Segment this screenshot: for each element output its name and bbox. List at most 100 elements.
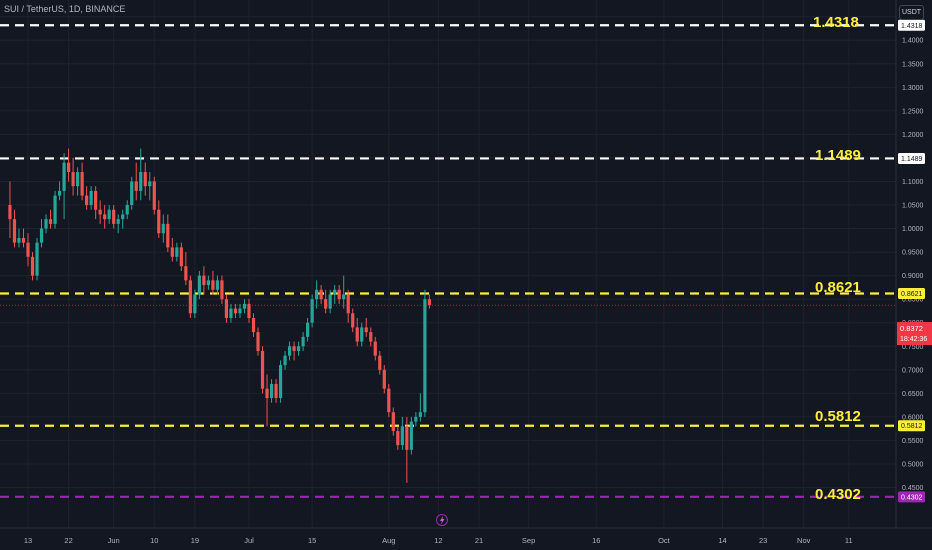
level-tag-bg <box>898 420 925 432</box>
candle-body <box>315 289 319 300</box>
candle-body <box>364 327 368 333</box>
event-marker[interactable] <box>436 514 448 526</box>
candle-body <box>188 280 192 314</box>
candle-body <box>278 365 283 399</box>
candle-body <box>193 294 197 314</box>
level-tag-text: 1.4318 <box>901 23 923 30</box>
price-tick-label: 0.7500 <box>902 344 924 351</box>
candle-body <box>66 162 71 173</box>
level-label-0-8621: 0.8621 <box>815 279 861 296</box>
candle-body <box>409 421 413 450</box>
lightning-icon <box>440 516 445 525</box>
price-tick-label: 0.8500 <box>902 297 924 304</box>
candle-body <box>337 289 341 300</box>
time-tick-label: Oct <box>658 536 671 545</box>
candle-body <box>265 388 269 399</box>
level-tag-bg <box>898 287 925 299</box>
chart-grid <box>0 0 896 528</box>
candle-body <box>382 369 386 389</box>
candle-body <box>125 205 129 215</box>
candle-body <box>103 214 107 220</box>
price-tick-label: 1.3000 <box>902 85 924 92</box>
current-price-tag: 0.8372 18:42:36 <box>897 322 932 345</box>
candle-body <box>161 223 165 234</box>
candle-body <box>310 299 314 323</box>
time-axis-ticks: 13 22 Jun 10 19 Jul 15 Aug 12 21 Sep 16 Oct 14 23 Nov 11 <box>24 536 853 545</box>
candle-body <box>152 181 156 210</box>
candle-body <box>260 350 265 389</box>
candle-body <box>107 209 111 220</box>
currency-button[interactable]: USDT <box>899 5 924 20</box>
price-tick-label: 1.1000 <box>902 179 924 186</box>
time-tick-label: 22 <box>64 536 72 545</box>
time-tick-label: 23 <box>759 536 767 545</box>
candle-body <box>170 247 174 257</box>
candle-body <box>8 205 12 220</box>
candle-body <box>89 190 93 206</box>
candle-body <box>324 299 328 309</box>
candle-body <box>134 181 138 191</box>
price-axis[interactable] <box>896 0 932 528</box>
price-tick-label: 0.9500 <box>902 250 924 257</box>
candle-body <box>373 341 377 356</box>
candle-body <box>224 299 229 319</box>
candle-body <box>378 355 382 370</box>
candle-body <box>306 322 310 337</box>
price-tick-label: 0.9000 <box>902 273 924 280</box>
candle-body <box>283 355 287 366</box>
level-tag-text: 0.5812 <box>901 423 923 430</box>
price-tick-label: 1.3500 <box>902 61 924 68</box>
candle-body <box>143 172 147 187</box>
time-tick-label: 19 <box>191 536 199 545</box>
candle-body <box>44 219 48 229</box>
candle-body <box>360 327 364 342</box>
price-tick-label: 0.6500 <box>902 391 924 398</box>
candle-body <box>48 219 53 224</box>
level-label-1-4318: 1.4318 <box>813 14 859 31</box>
candle-body <box>121 214 125 220</box>
candle-body <box>53 195 57 224</box>
level-tag-bg <box>898 152 925 164</box>
candle-body <box>418 412 422 417</box>
candle-body <box>184 266 188 281</box>
time-axis[interactable] <box>0 528 932 550</box>
candle-body <box>215 280 220 290</box>
candle-body <box>423 299 427 413</box>
candle-body <box>229 308 233 319</box>
candle-body <box>71 172 75 187</box>
price-tick-label: 1.4000 <box>902 38 924 45</box>
level-label-0-4302: 0.4302 <box>815 486 861 503</box>
price-tick-label: 1.2000 <box>902 132 924 139</box>
price-tick-label: 1.2500 <box>902 108 924 115</box>
candle-body <box>405 426 409 450</box>
candle-body <box>21 237 26 243</box>
candle-body <box>85 195 89 206</box>
candle-body <box>396 431 400 446</box>
time-tick-label: 15 <box>308 536 316 545</box>
price-tick-label: 0.5500 <box>902 438 924 445</box>
candle-body <box>76 172 80 187</box>
candle-body <box>179 247 183 267</box>
candle-body <box>355 327 359 342</box>
price-tick-label: 1.0000 <box>902 226 924 233</box>
time-tick-label: Jun <box>108 536 120 545</box>
candle-body <box>400 426 404 446</box>
price-tick-label: 0.7000 <box>902 367 924 374</box>
time-tick-label: Jul <box>244 536 254 545</box>
candle-body <box>297 346 301 351</box>
time-tick-label: Nov <box>797 536 811 545</box>
candle-body <box>251 318 256 333</box>
candle-body <box>287 346 292 356</box>
candle-body <box>12 219 17 243</box>
candle-body <box>17 237 21 243</box>
candle-body <box>148 181 152 187</box>
level-tag-text: 1.1489 <box>901 156 923 163</box>
candle-body <box>94 190 98 210</box>
candle-body <box>301 336 305 347</box>
candle-body <box>233 308 238 314</box>
candle-body <box>387 388 391 413</box>
candlestick-series <box>8 148 431 483</box>
price-tick-label: 0.4500 <box>902 485 924 492</box>
time-tick-label: 11 <box>845 536 853 545</box>
